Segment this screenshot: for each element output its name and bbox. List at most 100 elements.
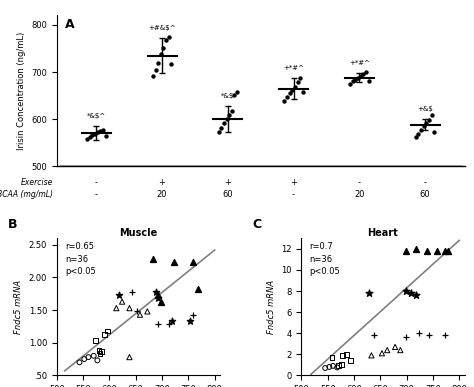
Text: -: - [292,190,295,199]
Point [144,308,151,315]
Point [359,71,367,77]
Point [152,289,160,295]
Text: *&$: *&$ [221,93,235,99]
Point [126,305,133,311]
Point [165,321,173,327]
Point [294,79,301,86]
Point [223,116,230,122]
Point [85,354,92,360]
Point [357,73,365,79]
Point [134,308,141,315]
Title: Muscle: Muscle [119,228,157,238]
Point [92,338,100,344]
Point [115,292,123,298]
Text: +: + [290,178,297,187]
Point [155,321,162,327]
Point [168,318,175,324]
Point [420,123,428,129]
Text: +&$: +&$ [417,106,433,112]
Point [233,89,241,95]
Point [444,248,451,254]
Point [95,348,103,354]
Point [291,84,299,90]
Text: BCAA (mg/mL): BCAA (mg/mL) [0,190,53,199]
Point [93,357,101,363]
Point [215,129,222,135]
Point [225,112,233,118]
Point [326,364,333,370]
Point [112,305,120,311]
Point [155,60,162,66]
Text: +: + [159,178,165,187]
Point [86,134,93,140]
Point [94,129,101,135]
Point [296,75,304,81]
Point [155,292,162,298]
Point [383,347,391,353]
Point [97,128,104,134]
Point [167,60,175,67]
Point [118,298,126,305]
Point [189,312,196,318]
Point [186,318,194,324]
Point [368,352,375,358]
Point [354,75,362,81]
Point [299,89,307,95]
Text: 60: 60 [420,190,430,199]
Point [335,363,342,369]
Text: +*#^: +*#^ [349,60,370,66]
Text: 20: 20 [354,190,365,199]
Point [339,352,346,358]
Point [231,92,238,98]
Point [157,298,165,305]
Point [91,131,99,137]
Text: r=0.7
n=36
p<0.05: r=0.7 n=36 p<0.05 [310,242,340,276]
Point [433,248,441,254]
Point [441,332,449,338]
Point [89,132,96,138]
Y-axis label: Fndc5 mRNA: Fndc5 mRNA [14,280,23,334]
Point [412,134,419,140]
Point [328,354,336,361]
Point [194,286,201,292]
Text: 60: 60 [222,190,233,199]
Point [412,246,420,252]
Point [162,37,170,43]
Point [412,292,420,298]
Point [149,73,157,79]
Point [155,295,162,301]
Point [428,112,436,118]
Point [98,348,105,354]
Point [157,51,164,57]
Point [83,136,91,142]
Point [149,256,157,262]
Point [441,248,449,254]
Point [415,330,422,336]
Text: B: B [8,218,18,231]
Point [283,93,291,99]
Point [136,312,144,318]
Point [220,120,228,126]
Point [370,332,378,338]
Text: +: + [224,178,231,187]
Title: Heart: Heart [368,228,398,238]
Point [365,290,373,296]
Point [321,365,329,371]
Point [423,120,430,126]
Point [100,331,108,337]
Text: +#&$^: +#&$^ [148,24,176,31]
Point [160,45,167,51]
Point [218,125,225,131]
Text: r=0.65
n=36
p<0.05: r=0.65 n=36 p<0.05 [65,242,96,276]
Point [329,363,337,369]
Point [90,353,98,359]
Point [426,332,433,338]
Text: 20: 20 [157,190,167,199]
Point [333,365,341,371]
Point [76,359,83,365]
Point [337,362,345,368]
Point [189,259,196,265]
Point [402,248,410,254]
Point [346,81,354,87]
Point [423,248,430,254]
